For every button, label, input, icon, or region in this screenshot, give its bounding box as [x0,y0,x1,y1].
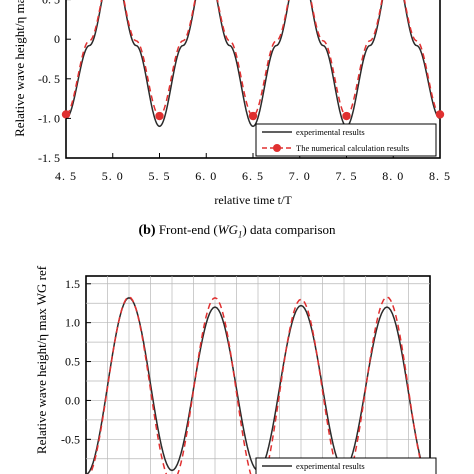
caption-text-before: Front-end ( [155,222,218,237]
top-y-tick-label: -0. 5 [38,72,60,86]
top-x-tick-label: 8. 5 [429,169,451,183]
bottom-legend-exp-label: experimental results [296,461,365,471]
top-y-tick-label: 0 [54,32,60,46]
bottom-grid [86,276,430,474]
bottom-chart: -1.0 -0.5 0.0 0.5 1.0 1.5 Relative wave heigh… [34,265,437,474]
bottom-y-tick-label: 1.5 [65,277,80,291]
top-series-layer [61,0,445,128]
top-legend-num-marker [273,144,281,152]
top-x-tick-label: 5. 0 [102,169,124,183]
top-y-tick-label: -1. 0 [38,111,60,125]
top-x-tick-label: 8. 0 [382,169,404,183]
bottom-y-axis-label: Relative wave height/η max WG ref [34,265,49,454]
bottom-y-tick-label: 0.5 [65,355,80,369]
caption-wg: WG [217,222,238,237]
caption-wg-sub: 1 [237,229,243,240]
top-legend: experimental results The numerical calcu… [255,123,437,157]
top-y-tick-label: -1. 5 [38,151,60,165]
top-numerical-point [61,110,71,119]
top-x-tick-label: 5. 5 [149,169,171,183]
bottom-y-ticks: -1.0 -0.5 0.0 0.5 1.0 1.5 [61,277,91,474]
top-x-tick-label: 4. 5 [55,169,77,183]
top-y-axis-label: Relative wave height/η max [12,0,27,137]
bottom-legend: experimental results [255,457,437,474]
top-numerical-point [155,111,164,121]
top-x-tick-label: 6. 5 [242,169,264,183]
bottom-legend-box [255,457,437,474]
top-x-tick-label: 7. 0 [289,169,311,183]
top-x-ticks: 4. 5 5. 0 5. 5 6. 0 6. 5 7. 0 7. 5 8. 0 8. 5 [55,153,451,183]
caption-label: (b) [138,223,156,238]
top-numerical-point [435,110,445,119]
top-numerical-point [248,111,258,121]
top-x-axis-label: relative time t/T [214,193,292,207]
top-x-tick-label: 7. 5 [336,169,358,183]
bottom-y-tick-label: 1.0 [65,316,80,330]
top-legend-num-label: The numerical calculation results [296,143,409,153]
top-y-tick-label: 0. 5 [42,0,60,7]
caption-text-after: ) data comparison [242,222,336,237]
top-x-tick-label: 6. 0 [195,169,217,183]
top-experimental-line [65,0,441,128]
top-numerical-line [65,0,441,117]
bottom-y-tick-label: -1.0 [61,471,80,474]
bottom-y-tick-label: 0.0 [65,393,80,407]
top-y-ticks: -1. 5 -1. 0 -0. 5 0 0. 5 [38,0,71,165]
top-chart: 4. 5 5. 0 5. 5 6. 0 6. 5 7. 0 7. 5 8. 0 8. 5 -1.… [12,0,451,207]
bottom-y-tick-label: -0.5 [61,432,80,446]
figure-caption-b: (b) Front-end (WG1) data comparison [0,222,474,240]
top-numerical-point [342,111,351,121]
top-legend-box [255,123,437,157]
top-legend-exp-label: experimental results [296,127,365,137]
